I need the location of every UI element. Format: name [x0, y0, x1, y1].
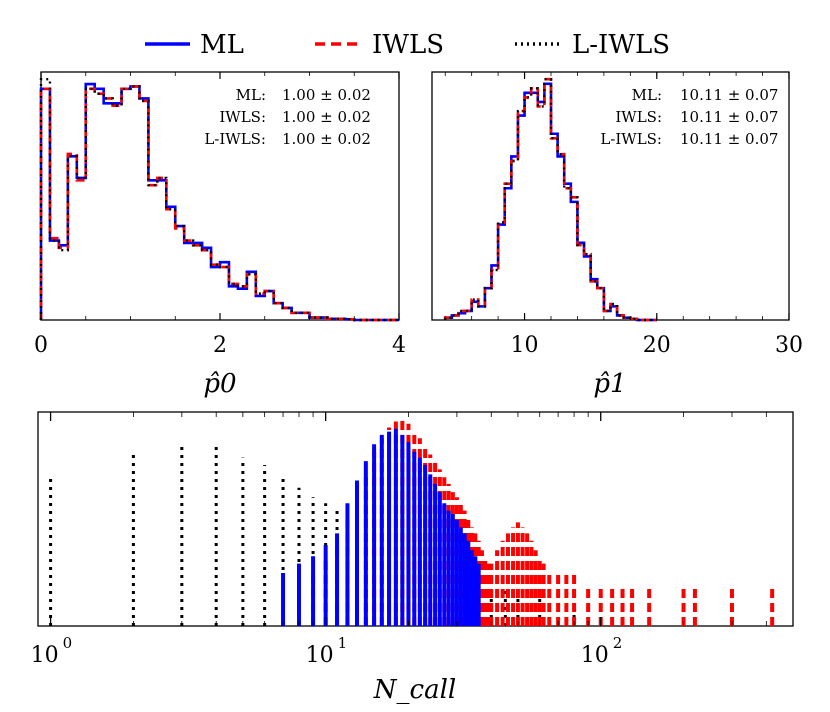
- panel-p1-stat-value-ml: 10.11 ± 0.07: [680, 86, 778, 104]
- panel1-xtick-label-1: 20: [643, 333, 671, 358]
- panel0-xtick-label-2: 4: [392, 333, 406, 358]
- legend-label-liwls: L-IWLS: [572, 30, 670, 60]
- panel0-xtick-label-0: 0: [34, 333, 48, 358]
- legend: ML IWLS L-IWLS: [145, 30, 670, 60]
- panel-p1-ticks: 10 20 30: [444, 72, 803, 358]
- panel-ncall-ticks: 10 0 10 1 10 2: [31, 412, 794, 668]
- panel1-series-l-iwls: [444, 78, 657, 322]
- panel0-xtick-label-1: 2: [213, 333, 227, 358]
- ncall-xtick-label-2: 10: [581, 643, 609, 668]
- panel0-series-iwls: [39, 85, 399, 322]
- legend-label-ml: ML: [200, 30, 244, 60]
- panel-p0-ticks: 0 2 4: [34, 72, 406, 358]
- panel1-series-iwls: [443, 77, 657, 322]
- panel-p1: 10 20 30 ML: 10.11 ± 0.07 IWLS: 10.11 ± 0.…: [431, 71, 803, 399]
- panel-p0-stat-label-iwls: IWLS:: [219, 108, 266, 126]
- panel-p0-stat-value-iwls: 1.00 ± 0.02: [282, 108, 371, 126]
- panel-p1-stat-label-iwls: IWLS:: [615, 108, 662, 126]
- ncall-xtick-exp-1: 1: [338, 634, 348, 652]
- panel-p1-frame: [431, 71, 790, 321]
- panel-p0-stat-value-liwls: 1.00 ± 0.02: [282, 130, 371, 148]
- panel-ncall-bars: [49, 419, 775, 626]
- panel-ncall-xlabel: N_call: [373, 675, 456, 705]
- ncall-xtick-exp-0: 0: [63, 634, 73, 652]
- ncall-xtick-label-1: 10: [306, 643, 334, 668]
- panel-p0-stat-label-ml: ML:: [236, 86, 266, 104]
- panel1-xtick-label-0: 10: [511, 333, 539, 358]
- panel-p0-xlabel: p̂0: [203, 369, 236, 399]
- ncall-xtick-exp-2: 2: [613, 634, 623, 652]
- panel-p1-stat-label-ml: ML:: [632, 86, 662, 104]
- panel-p1-xlabel: p̂1: [593, 369, 626, 399]
- panel-p0-histograms: [39, 78, 399, 322]
- panel-p1-stat-value-iwls: 10.11 ± 0.07: [680, 108, 778, 126]
- panel-ncall: 10 0 10 1 10 2 N_call: [31, 411, 794, 705]
- panel-p1-stat-label-liwls: L-IWLS:: [600, 130, 662, 148]
- panel-p0: 0 2 4 ML: 1.00 ± 0.02 IWLS: 1.00 ± 0.02 L-…: [34, 71, 406, 399]
- ncall-xtick-label-0: 10: [31, 643, 59, 668]
- legend-label-iwls: IWLS: [372, 30, 444, 60]
- panel-p0-stat-value-ml: 1.00 ± 0.02: [282, 86, 371, 104]
- panel-p1-histograms: [443, 77, 657, 322]
- panel-p1-stat-value-liwls: 10.11 ± 0.07: [680, 130, 778, 148]
- panel-p0-stat-label-liwls: L-IWLS:: [204, 130, 266, 148]
- panel1-xtick-label-2: 30: [775, 333, 803, 358]
